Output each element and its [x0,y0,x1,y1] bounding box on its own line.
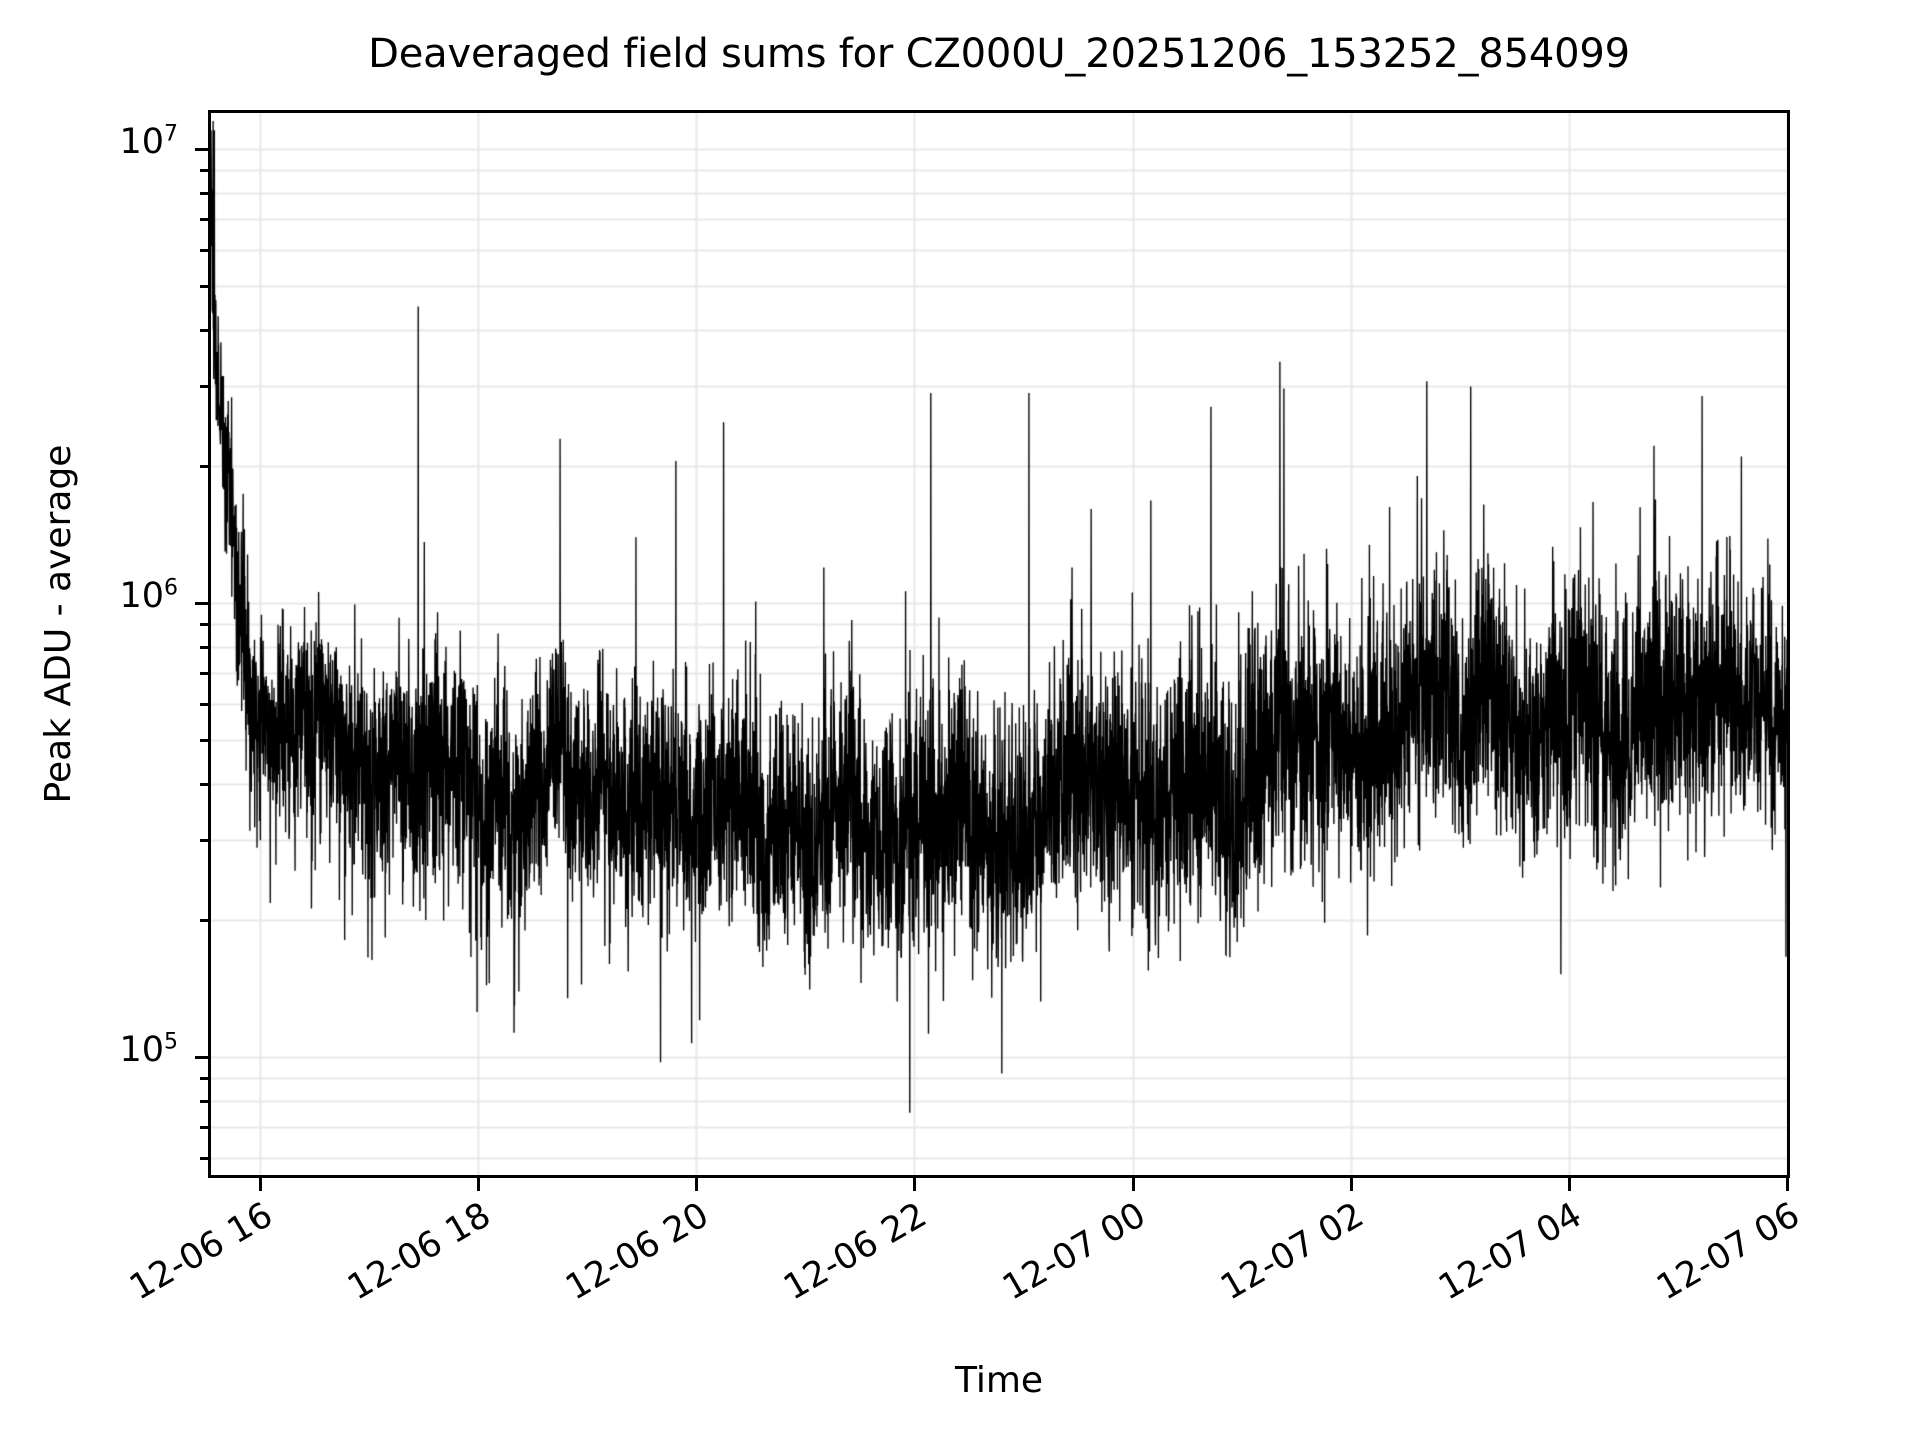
y-minor-tick [200,622,208,626]
y-tick-label-1e6: 106 [119,575,178,617]
y-minor-tick [200,168,208,172]
x-axis-label: Time [954,1360,1044,1401]
y-minor-tick [200,1156,208,1160]
x-major-tick [259,1178,263,1191]
y-minor-tick [200,839,208,843]
y-major-tick-106 [195,602,208,606]
y-minor-tick [200,1076,208,1080]
chart-title: Deaveraged field sums for CZ000U_2025120… [368,31,1630,77]
x-major-tick [1786,1178,1789,1191]
y-minor-tick [200,328,208,332]
y-major-tick-107 [195,147,208,151]
x-major-tick [1567,1178,1571,1191]
y-minor-tick [200,465,208,469]
y-minor-tick [200,782,208,786]
y-minor-tick [200,919,208,923]
x-major-tick [695,1178,699,1191]
y-axis-label: Peak ADU - average [38,444,79,804]
y-major-tick-105 [195,1056,208,1060]
y-minor-tick [200,1126,208,1130]
y-minor-tick [200,1100,208,1104]
y-tick-label-1e5: 105 [119,1029,178,1071]
y-minor-tick [200,738,208,742]
y-tick-label-1e7: 107 [119,121,178,162]
y-minor-tick [200,248,208,252]
plot-area [208,110,1790,1178]
y-minor-tick [200,385,208,389]
x-major-tick [1131,1178,1135,1191]
y-minor-tick [200,191,208,195]
y-minor-tick [200,702,208,706]
x-major-tick [477,1178,481,1191]
x-major-tick [913,1178,917,1191]
y-minor-tick [200,672,208,676]
y-minor-tick [200,646,208,650]
y-minor-tick [200,218,208,222]
y-minor-tick [200,284,208,288]
x-major-tick [1349,1178,1353,1191]
series-line-peak-adu-minus-average [211,113,1787,1175]
